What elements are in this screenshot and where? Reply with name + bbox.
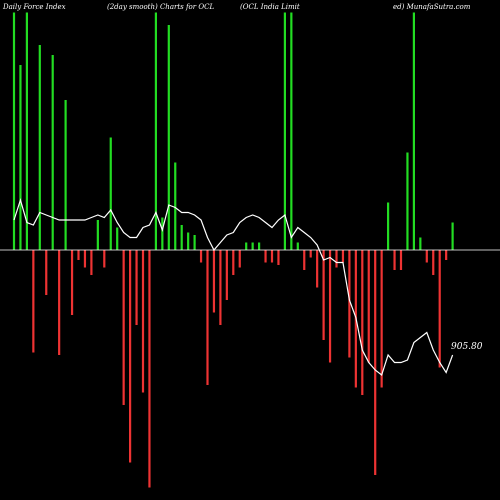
bar-56 [374,250,377,475]
bar-68 [451,222,454,250]
bar-29 [199,250,203,263]
bar-32 [219,250,222,325]
bar-41 [277,250,280,265]
bar-0 [12,12,16,250]
header-text-2: (2day smooth) Charts for OCL [107,3,214,11]
bar-12 [90,250,93,275]
bar-43 [290,12,293,250]
bar-1 [19,65,22,250]
bar-7 [58,250,61,355]
bar-21 [148,250,151,488]
bar-24 [167,25,170,250]
bar-11 [83,250,87,268]
bar-46 [309,250,312,258]
bar-57 [380,250,383,388]
bar-18 [129,250,132,463]
bar-8 [64,100,67,250]
bar-2 [25,12,28,250]
bar-49 [328,250,332,363]
bar-42 [283,12,286,250]
bar-58 [387,202,390,250]
bar-37 [251,242,254,250]
bar-19 [135,250,138,325]
bar-13 [96,220,99,250]
bar-63 [419,237,422,250]
bar-28 [193,235,196,250]
bar-64 [425,250,428,263]
last-value-label: 905.80 [451,342,483,352]
bar-65 [432,250,435,275]
bar-30 [206,250,209,385]
bar-45 [303,250,306,270]
bar-54 [361,250,364,395]
bar-36 [245,242,248,250]
bar-16 [116,227,119,250]
bar-61 [406,152,409,250]
bar-44 [296,242,299,250]
bar-22 [154,12,157,250]
bar-4 [38,45,41,250]
bar-35 [238,250,241,268]
header-text-1: Daily Force Index [2,3,66,11]
bar-20 [141,250,145,393]
bar-6 [51,55,54,250]
bar-55 [367,250,370,363]
bar-15 [109,137,112,250]
bar-67 [445,250,448,260]
bar-50 [335,250,338,268]
bar-17 [122,250,125,405]
bar-25 [174,162,177,250]
bar-31 [212,250,216,313]
bar-38 [258,242,261,250]
header-text-3: (OCL India Limit [240,3,300,11]
bar-27 [187,232,190,250]
bar-66 [438,250,441,368]
bar-33 [225,250,228,300]
bar-9 [70,250,74,315]
bar-40 [270,250,274,263]
bar-62 [412,12,415,250]
bar-52 [348,250,351,358]
bar-3 [32,250,35,353]
bar-47 [316,250,319,288]
bar-23 [161,217,164,250]
bar-48 [322,250,325,340]
bars-group [12,12,454,488]
smoothed-force-index-line [13,197,454,376]
bar-26 [180,225,183,250]
bar-39 [264,250,267,263]
bar-14 [103,250,106,268]
bar-59 [393,250,396,270]
bar-34 [232,250,235,275]
bar-10 [77,250,80,260]
bar-51 [341,250,345,263]
bar-5 [45,250,48,295]
header-text-4: ed) MunafaSutra.com [393,3,471,11]
bar-60 [399,250,403,270]
